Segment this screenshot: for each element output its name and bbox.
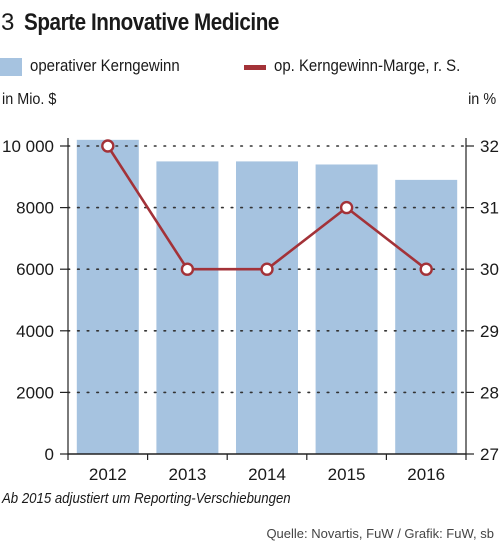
left-tick-label: 8000: [16, 199, 54, 218]
left-axis-unit: in Mio. $: [2, 91, 57, 108]
left-tick-label: 0: [45, 445, 54, 464]
margin-point-2013: [180, 262, 195, 276]
bar-2012: [76, 139, 139, 454]
right-tick-label: 28: [480, 383, 499, 402]
legend: operativer Kerngewinn op. Kerngewinn-Mar…: [0, 56, 500, 80]
right-axis-unit: in %: [467, 91, 496, 108]
right-tick-label: 30: [480, 260, 499, 279]
x-tick-label: 2016: [407, 465, 445, 484]
legend-bar-swatch: [0, 58, 22, 76]
right-tick-label: 32: [480, 137, 499, 156]
margin-point-2012: [101, 139, 115, 153]
right-tick-label: 31: [480, 199, 499, 218]
left-tick-label: 2000: [16, 383, 54, 402]
margin-point-2014: [260, 262, 274, 276]
chart-header: 3 Sparte Innovative Medicine: [0, 8, 321, 38]
chart-number: 3: [1, 9, 15, 36]
chart-title: Sparte Innovative Medicine: [24, 9, 280, 36]
left-tick-label: 10 000: [2, 137, 54, 156]
footnote: Ab 2015 adjustiert um Reporting-Verschie…: [2, 490, 291, 507]
legend-line-swatch: [244, 65, 266, 70]
margin-point-2016: [419, 262, 433, 276]
x-tick-label: 2015: [328, 465, 366, 484]
bar-2016: [395, 179, 458, 454]
x-tick-label: 2014: [248, 465, 286, 484]
source-credit: Quelle: Novartis, FuW / Grafik: FuW, sb: [266, 526, 494, 541]
x-tick-label: 2012: [89, 465, 127, 484]
left-tick-label: 4000: [16, 322, 54, 341]
left-tick-label: 6000: [16, 260, 54, 279]
bar-2014: [236, 161, 298, 454]
combo-chart: 0 2000 4000 6000 8000 10 000 27 28 29 30 31 32 2012 2…: [2, 137, 499, 484]
legend-line-label: op. Kerngewinn-Marge, r. S.: [274, 56, 461, 75]
x-tick-label: 2013: [168, 465, 206, 484]
bar-2013: [156, 161, 219, 454]
right-tick-label: 27: [480, 445, 499, 464]
legend-bar-label: operativer Kerngewinn: [30, 56, 180, 75]
right-tick-label: 29: [480, 322, 499, 341]
margin-point-2015: [339, 200, 354, 215]
